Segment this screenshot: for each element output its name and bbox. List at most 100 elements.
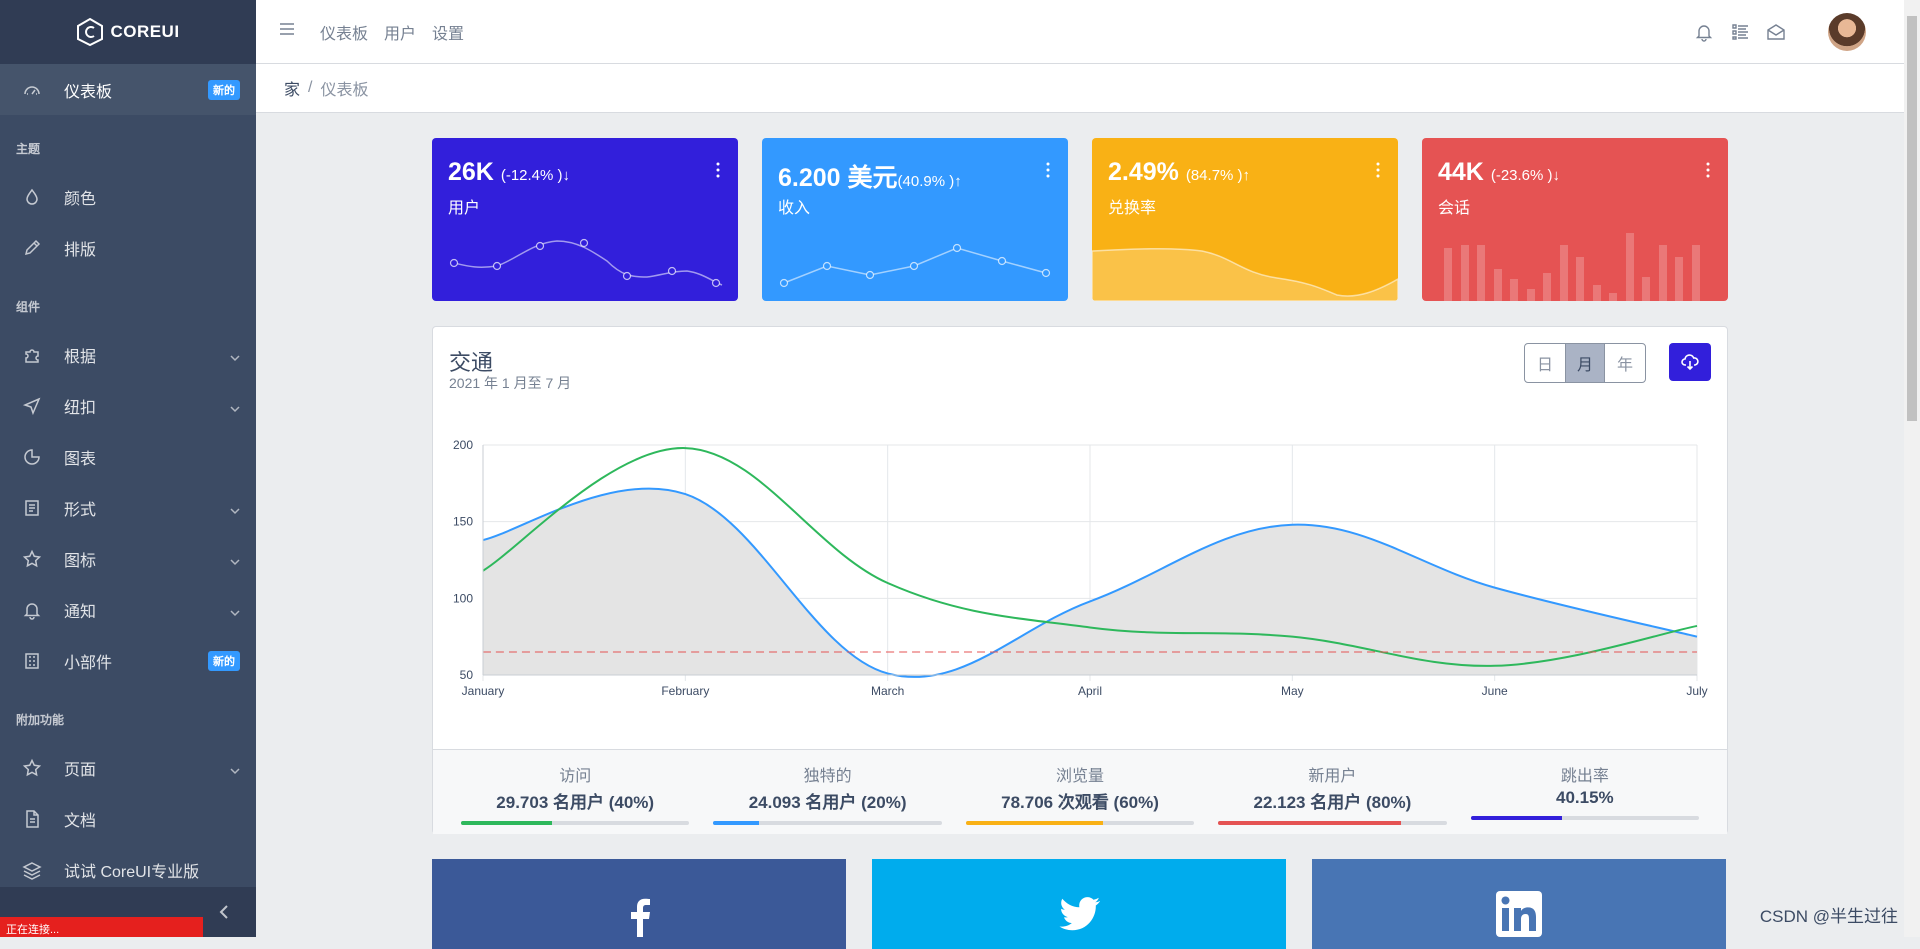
y-tick-label: 200 [453, 438, 473, 452]
sidebar-item-10[interactable]: 通知 [0, 584, 256, 635]
chevron-down-icon [230, 401, 240, 411]
more-vertical-icon[interactable] [1706, 162, 1710, 178]
sidebar-item-label: 仪表板 [64, 78, 112, 102]
sidebar-item-2[interactable]: 颜色 [0, 171, 256, 222]
stat-progress-fill [966, 821, 1103, 825]
more-vertical-icon[interactable] [716, 162, 720, 178]
hamburger-icon [278, 20, 296, 38]
chevron-down-icon [230, 605, 240, 615]
stat-value: 24.093 名用户 (20%) [713, 788, 941, 813]
linkedin-icon[interactable] [1496, 891, 1542, 937]
download-button[interactable] [1669, 343, 1711, 381]
stat-label: 浏览量 [966, 762, 1194, 786]
card-label: 会话 [1438, 194, 1470, 218]
avatar[interactable] [1828, 13, 1866, 51]
drop-icon [22, 187, 42, 207]
sidebar-item-3[interactable]: 排版 [0, 222, 256, 273]
x-tick-label: July [1686, 684, 1707, 698]
card-sparkline [432, 221, 738, 301]
sidebar-item-label: 颜色 [64, 185, 96, 209]
stat-progress [966, 821, 1194, 825]
y-tick-label: 150 [453, 515, 473, 529]
stat-progress-fill [713, 821, 759, 825]
sidebar-item-13[interactable]: 页面 [0, 742, 256, 793]
header-nav-users[interactable]: 用户 [384, 20, 416, 44]
sidebar-nav: 仪表板新的主题颜色排版组件根据纽扣图表形式图标通知小部件新的附加功能页面文档试试… [0, 64, 256, 895]
more-vertical-icon[interactable] [1376, 162, 1380, 178]
header-nav-dashboard[interactable]: 仪表板 [320, 20, 368, 44]
sidebar: COREUI 仪表板新的主题颜色排版组件根据纽扣图表形式图标通知小部件新的附加功… [0, 0, 256, 937]
linkedin-card [1312, 859, 1726, 949]
brand[interactable]: COREUI [0, 0, 256, 64]
stat-label: 新用户 [1218, 762, 1446, 786]
page-scrollbar[interactable] [1904, 0, 1920, 937]
sidebar-item-label: 试试 CoreUI专业版 [64, 858, 199, 882]
breadcrumb-home[interactable]: 家 [284, 76, 300, 100]
sidebar-item-label: 纽扣 [64, 394, 96, 418]
sidebar-item-0[interactable]: 仪表板 新的 [0, 64, 256, 115]
chevron-down-icon [230, 350, 240, 360]
stat-progress [1471, 816, 1699, 820]
list-icon[interactable] [1730, 22, 1750, 42]
cursor-icon [22, 396, 42, 416]
facebook-card [432, 859, 846, 949]
card-value: 6.200 美元(40.9% )↑ [778, 158, 962, 194]
chevron-down-icon [230, 763, 240, 773]
sidebar-item-label: 图标 [64, 547, 96, 571]
social-cards [432, 859, 1726, 949]
sidebar-item-8[interactable]: 形式 [0, 482, 256, 533]
sidebar-section-title: 主题 [0, 115, 256, 171]
header-nav: 仪表板 用户 设置 [320, 20, 464, 44]
stat-progress-fill [461, 821, 552, 825]
x-tick-label: April [1078, 684, 1102, 698]
card-users: 26K (-12.4% )↓ 用户 [432, 138, 738, 301]
sidebar-item-label: 小部件 [64, 649, 112, 673]
sidebar-item-7[interactable]: 图表 [0, 431, 256, 482]
card-sparkline [1422, 221, 1728, 301]
header-nav-settings[interactable]: 设置 [432, 20, 464, 44]
scrollbar-thumb[interactable] [1907, 16, 1917, 421]
sidebar-item-6[interactable]: 纽扣 [0, 380, 256, 431]
envelope-icon[interactable] [1766, 22, 1786, 42]
x-tick-label: June [1482, 684, 1508, 698]
sidebar-item-11[interactable]: 小部件 新的 [0, 635, 256, 686]
range-month-button[interactable]: 月 [1565, 344, 1605, 382]
watermark: CSDN @半生过往 [1760, 902, 1898, 927]
twitter-card [872, 859, 1286, 949]
stat-progress [713, 821, 941, 825]
twitter-icon[interactable] [1056, 891, 1102, 937]
range-day-button[interactable]: 日 [1525, 344, 1565, 382]
notes-icon [22, 498, 42, 518]
new-badge: 新的 [208, 651, 240, 671]
menu-toggle[interactable] [278, 20, 298, 43]
chevron-left-icon [218, 905, 230, 919]
sidebar-item-14[interactable]: 文档 [0, 793, 256, 844]
new-badge: 新的 [208, 80, 240, 100]
cloud-download-icon [1681, 353, 1699, 371]
sidebar-item-9[interactable]: 图标 [0, 533, 256, 584]
sidebar-section-title: 附加功能 [0, 686, 256, 742]
puzzle-icon [22, 345, 42, 365]
bell-icon [22, 600, 42, 620]
card-sessions: 44K (-23.6% )↓ 会话 [1422, 138, 1728, 301]
more-vertical-icon[interactable] [1046, 162, 1050, 178]
bell-icon[interactable] [1694, 22, 1714, 42]
card-label: 收入 [778, 194, 810, 218]
chart-pie-icon [22, 447, 42, 467]
sidebar-item-label: 根据 [64, 343, 96, 367]
star-icon [22, 758, 42, 778]
stat-value: 22.123 名用户 (80%) [1218, 788, 1446, 813]
sidebar-item-5[interactable]: 根据 [0, 329, 256, 380]
card-value: 44K (-23.6% )↓ [1438, 158, 1560, 187]
card-income: 6.200 美元(40.9% )↑ 收入 [762, 138, 1068, 301]
stat-cards: 26K (-12.4% )↓ 用户 6.200 美元(40.9% )↑ 收入 2… [432, 138, 1728, 301]
facebook-icon[interactable] [616, 891, 662, 937]
card-label: 用户 [448, 194, 480, 218]
breadcrumb: 家 / 仪表板 [256, 64, 1904, 113]
range-year-button[interactable]: 年 [1605, 344, 1645, 382]
